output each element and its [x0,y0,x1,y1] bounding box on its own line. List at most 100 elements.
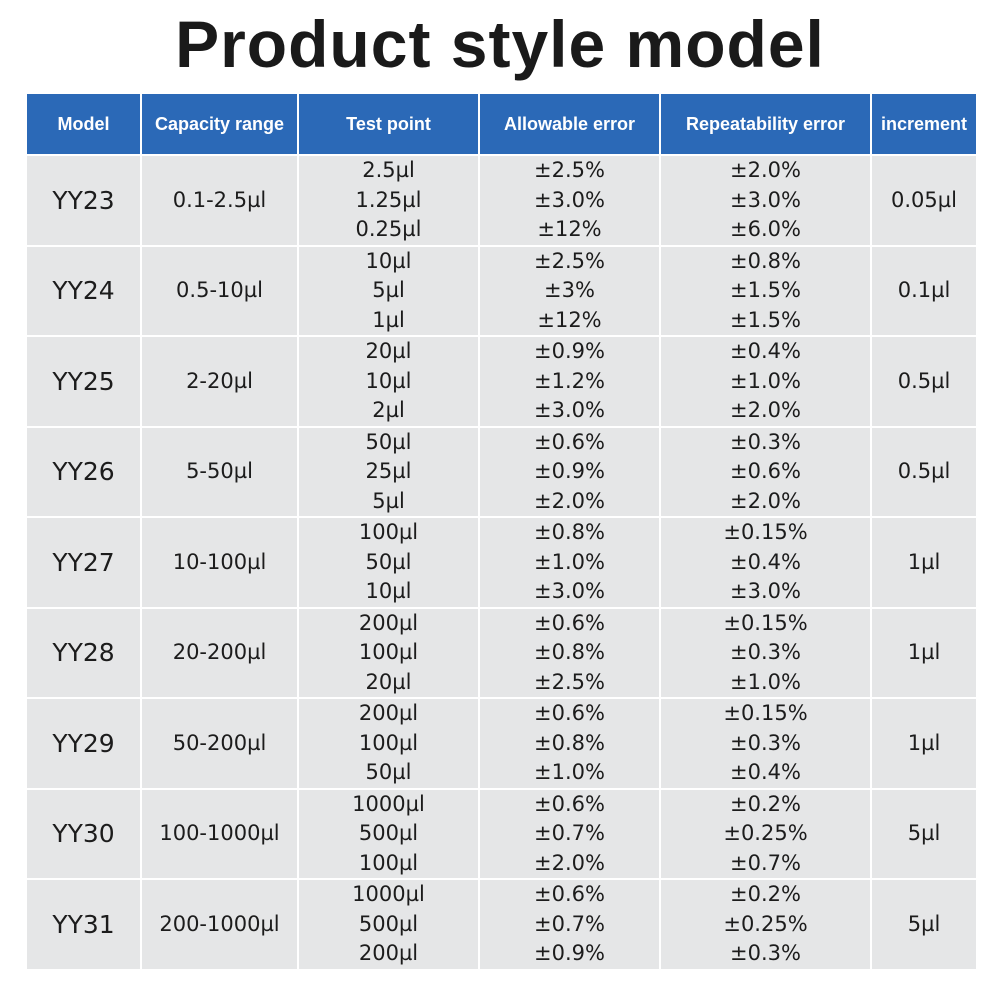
test-points-value: 20µl [365,339,412,363]
test-points-value: 500µl [358,911,419,936]
repeatability-value: ±2.0% [730,398,801,422]
allowable-value: ±0.6% [534,610,605,635]
table-row: YY27 10-100µl 100µl 50µl 10µl ±0.8% ±1.0% ±3.0%… [25,516,978,609]
allowable-value: ±0.6% [534,429,605,454]
allowable-value: ±0.9% [534,339,605,363]
table-row: YY28 20-200µl 200µl 100µl 20µl ±0.6% ±0.8% ±2.5… [25,606,978,699]
header-model: Model [25,92,142,156]
repeatability-value: ±0.25% [723,821,808,845]
repeatability-value: ±2.0% [730,158,801,182]
increment-cell: 0.1µl [870,244,978,337]
table-row: YY29 50-200µl 200µl 100µl 50µl ±0.6% ±0.8% ±1.0… [25,697,978,790]
table-row: YY25 2-20µl 20µl 10µl 2µl ±0.9% ±1.2% ±3.0% ±0.4… [25,335,978,428]
repeatability-value: ±0.4% [730,760,801,784]
test-points-value: 0.25µl [355,217,422,241]
repeatability-value: ±3.0% [730,579,801,603]
repeatability-value: ±0.2% [730,791,801,816]
capacity-cell: 50-200µl [140,697,299,790]
test-points-value: 100µl [358,640,419,664]
test-points-value: 1000µl [352,882,425,906]
product-model-table: Model Capacity range Test point Allowabl… [25,92,978,971]
repeatability-value: ±0.8% [730,248,801,273]
allowable-cell: ±2.5% ±3% ±12% [478,244,661,337]
test-points-value: 100µl [358,730,419,755]
capacity-cell: 200-1000µl [140,878,299,971]
repeatability-cell: ±0.3% ±0.6% ±2.0% [659,425,872,518]
test-points-value: 10µl [365,248,412,273]
model-cell: YY23 [25,154,142,247]
allowable-cell: ±0.8% ±1.0% ±3.0% [478,516,661,609]
allowable-value: ±3.0% [534,579,605,603]
repeatability-cell: ±0.8% ±1.5% ±1.5% [659,244,872,337]
capacity-cell: 0.5-10µl [140,244,299,337]
repeatability-value: ±0.25% [723,911,808,936]
capacity-cell: 20-200µl [140,606,299,699]
repeatability-value: ±1.0% [730,669,801,694]
header-capacity-range: Capacity range [140,92,299,156]
repeatability-value: ±0.3% [730,730,801,755]
repeatability-cell: ±0.4% ±1.0% ±2.0% [659,335,872,428]
model-cell: YY31 [25,878,142,971]
model-cell: YY25 [25,335,142,428]
repeatability-value: ±0.6% [730,459,801,483]
allowable-cell: ±0.6% ±0.8% ±2.5% [478,606,661,699]
allowable-value: ±12% [537,217,602,241]
allowable-value: ±2.0% [534,488,605,513]
allowable-cell: ±0.6% ±0.9% ±2.0% [478,425,661,518]
test-points-value: 200µl [358,701,419,725]
test-points-cell: 1000µl 500µl 200µl [297,878,480,971]
allowable-cell: ±0.9% ±1.2% ±3.0% [478,335,661,428]
allowable-value: ±3.0% [534,187,605,212]
model-cell: YY26 [25,425,142,518]
repeatability-value: ±0.3% [730,640,801,664]
capacity-cell: 10-100µl [140,516,299,609]
allowable-value: ±2.5% [534,669,605,694]
allowable-value: ±2.0% [534,850,605,875]
table-row: YY31 200-1000µl 1000µl 500µl 200µl ±0.6% ±0.7%… [25,878,978,971]
increment-cell: 5µl [870,878,978,971]
allowable-cell: ±0.6% ±0.7% ±0.9% [478,878,661,971]
test-points-value: 2.5µl [362,158,415,182]
test-points-cell: 2.5µl 1.25µl 0.25µl [297,154,480,247]
allowable-value: ±12% [537,307,602,332]
test-points-cell: 200µl 100µl 20µl [297,606,480,699]
repeatability-value: ±0.3% [730,429,801,454]
repeatability-value: ±0.7% [730,850,801,875]
test-points-value: 100µl [358,520,419,544]
allowable-value: ±1.0% [534,760,605,784]
test-points-cell: 100µl 50µl 10µl [297,516,480,609]
table-row: YY24 0.5-10µl 10µl 5µl 1µl ±2.5% ±3% ±12% ±0.8% ±… [25,244,978,337]
test-points-value: 50µl [365,549,412,574]
model-cell: YY27 [25,516,142,609]
test-points-value: 20µl [365,669,412,694]
repeatability-value: ±3.0% [730,187,801,212]
allowable-value: ±1.2% [534,368,605,393]
repeatability-value: ±0.2% [730,882,801,906]
repeatability-value: ±0.4% [730,549,801,574]
allowable-value: ±0.7% [534,911,605,936]
repeatability-value: ±6.0% [730,217,801,241]
test-points-value: 25µl [365,459,412,483]
test-points-value: 200µl [358,610,419,635]
repeatability-value: ±0.3% [730,941,801,965]
increment-cell: 1µl [870,697,978,790]
repeatability-cell: ±0.15% ±0.3% ±1.0% [659,606,872,699]
table-row: YY26 5-50µl 50µl 25µl 5µl ±0.6% ±0.9% ±2.0% ±0.3… [25,425,978,518]
test-points-value: 10µl [365,368,412,393]
table-row: YY23 0.1-2.5µl 2.5µl 1.25µl 0.25µl ±2.5% ±3.0%… [25,154,978,247]
header-repeatability-error: Repeatability error [659,92,872,156]
allowable-value: ±0.6% [534,791,605,816]
allowable-value: ±0.8% [534,730,605,755]
repeatability-value: ±0.15% [723,520,808,544]
test-points-cell: 10µl 5µl 1µl [297,244,480,337]
test-points-cell: 200µl 100µl 50µl [297,697,480,790]
test-points-value: 200µl [358,941,419,965]
allowable-value: ±0.6% [534,701,605,725]
model-cell: YY24 [25,244,142,337]
repeatability-cell: ±2.0% ±3.0% ±6.0% [659,154,872,247]
allowable-value: ±0.8% [534,520,605,544]
model-cell: YY28 [25,606,142,699]
repeatability-cell: ±0.15% ±0.4% ±3.0% [659,516,872,609]
repeatability-value: ±0.15% [723,701,808,725]
repeatability-value: ±2.0% [730,488,801,513]
